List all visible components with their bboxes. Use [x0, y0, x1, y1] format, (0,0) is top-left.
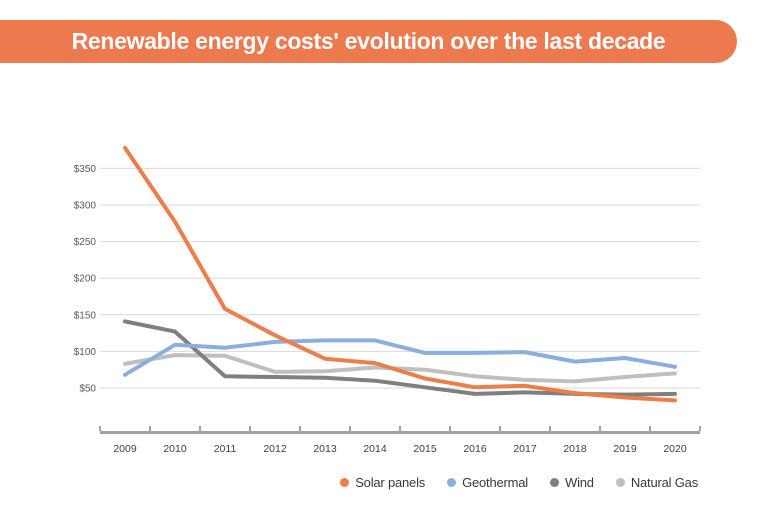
- legend-item-solar-panels: Solar panels: [340, 475, 425, 490]
- wind-dot-icon: [550, 478, 559, 487]
- x-tick-label: 2015: [413, 443, 437, 455]
- x-tick-label: 2017: [513, 443, 537, 455]
- geothermal-dot-icon: [447, 478, 457, 487]
- x-tick-label: 2011: [214, 443, 237, 455]
- x-tick-label: 2016: [463, 443, 487, 455]
- x-tick-label: 2014: [363, 443, 387, 455]
- y-tick-label: $300: [74, 201, 97, 212]
- legend-item-geothermal: Geothermal: [447, 475, 528, 490]
- x-tick-label: 2012: [263, 443, 287, 455]
- title-banner: Renewable energy costs' evolution over t…: [0, 20, 737, 63]
- y-tick-label: $200: [74, 274, 97, 285]
- chart-legend: Solar panels Geothermal Wind Natural Gas: [340, 475, 698, 490]
- page-title: Renewable energy costs' evolution over t…: [71, 28, 666, 54]
- x-tick-label: 2009: [113, 443, 137, 455]
- x-tick-label: 2013: [313, 443, 337, 455]
- y-tick-label: $350: [74, 164, 97, 175]
- y-tick-label: $150: [74, 310, 97, 321]
- y-tick-label: $250: [74, 237, 97, 248]
- y-tick-label: $100: [74, 347, 97, 358]
- legend-item-wind: Wind: [550, 475, 594, 490]
- natural-gas-dot-icon: [615, 478, 625, 487]
- x-tick-label: 2018: [563, 443, 587, 455]
- x-axis: [99, 426, 701, 434]
- legend-label: Natural Gas: [630, 475, 698, 490]
- legend-item-natural-gas: Natural Gas: [615, 475, 698, 490]
- legend-label: Solar panels: [355, 475, 426, 490]
- x-axis-labels: 2009 2010 2011 2012 2013 2014 2015 2016 2017 2018…: [113, 443, 687, 455]
- x-tick-label: 2019: [613, 443, 637, 455]
- x-tick-label: 2010: [163, 443, 187, 455]
- legend-label: Geothermal: [462, 475, 528, 490]
- series-line-solar-panels: [123, 145, 677, 403]
- series-line-geothermal: [123, 338, 677, 377]
- solar-panels-dot-icon: [340, 478, 350, 487]
- y-tick-label: $50: [79, 384, 96, 395]
- x-tick-label: 2020: [663, 443, 687, 455]
- series-line-natural-gas: [123, 353, 677, 384]
- legend-label: Wind: [565, 475, 594, 490]
- series-line-wind: [123, 319, 677, 397]
- y-axis-labels: $350 $300 $250 $200 $150 $100 $50: [74, 164, 97, 395]
